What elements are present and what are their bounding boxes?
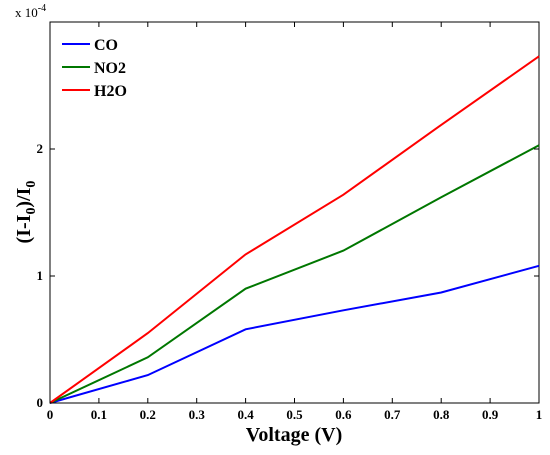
series-line-no2	[49, 144, 540, 404]
x-axis-label: Voltage (V)	[246, 424, 342, 446]
legend-label-no2: NO2	[94, 60, 126, 77]
legend: CO NO2 H2O	[62, 37, 127, 100]
x-tick-label: 0.3	[189, 407, 206, 422]
series-line-co	[49, 264, 540, 404]
x-tick-label: 0.5	[286, 407, 303, 422]
series-layer	[49, 55, 540, 404]
x-tick-label: 0.9	[482, 407, 499, 422]
legend-label-h2o: H2O	[94, 83, 127, 100]
y-axis-label: (I-I0)/I0	[13, 181, 39, 244]
y-tick-label: 0	[37, 395, 44, 410]
y-multiplier: x 10-4	[15, 3, 46, 20]
y-tick-label: 2	[37, 141, 44, 156]
x-tick-label: 1	[536, 407, 543, 422]
legend-label-co: CO	[94, 37, 118, 54]
x-tick-label: 0.1	[91, 407, 107, 422]
x-tick-label: 0.7	[384, 407, 401, 422]
series-line-h2o	[49, 55, 540, 404]
ticks-layer: 0 0.1 0.2 0.3 0.4 0.5 0.6 0.7 0.8 0.9 1 0 1 2	[37, 22, 543, 422]
x-tick-label: 0	[47, 407, 54, 422]
plot-area	[49, 21, 540, 404]
y-multiplier-exp: -4	[38, 3, 46, 14]
y-axis-label-mid: )/I	[13, 187, 35, 207]
y-tick-label: 1	[37, 268, 44, 283]
y-multiplier-base: x 10	[15, 5, 38, 20]
x-tick-label: 0.4	[237, 407, 254, 422]
y-axis-label-base: (I-I	[13, 214, 35, 243]
x-tick-label: 0.8	[433, 407, 450, 422]
x-tick-label: 0.2	[140, 407, 156, 422]
y-axis-label-sub1: 0	[24, 208, 39, 215]
y-axis-label-sub2: 0	[24, 181, 39, 188]
x-tick-label: 0.6	[335, 407, 352, 422]
